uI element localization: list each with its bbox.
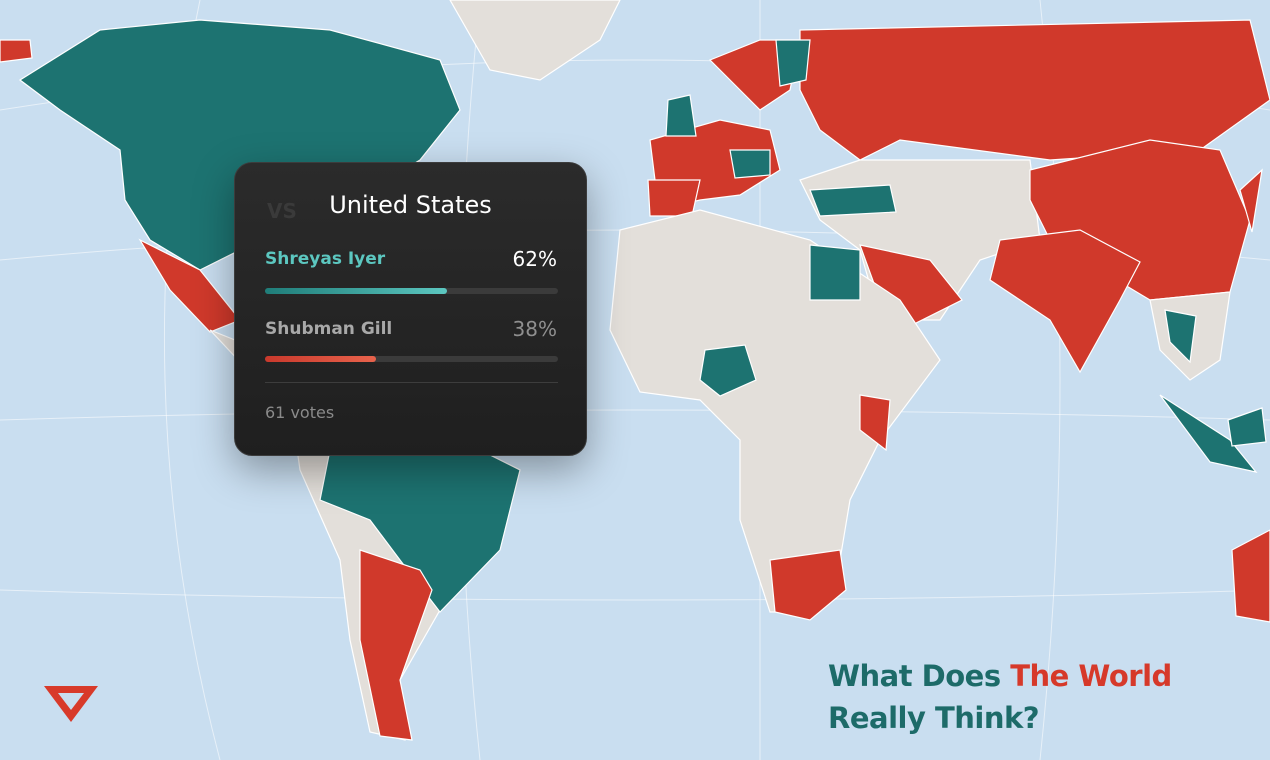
logo bbox=[44, 686, 98, 722]
poll-popup[interactable]: VS United States Shreyas Iyer 62% Shubma… bbox=[234, 162, 587, 456]
option-percent: 38% bbox=[512, 317, 557, 341]
progress-bar bbox=[265, 356, 377, 362]
headline-text: Really Think? bbox=[828, 701, 1040, 735]
popup-title: United States bbox=[329, 191, 492, 219]
vote-count: 61 votes bbox=[265, 403, 335, 422]
divider bbox=[265, 382, 558, 383]
option-percent: 62% bbox=[512, 247, 557, 271]
headline-accent: The World bbox=[1010, 659, 1172, 693]
countries bbox=[0, 0, 1270, 741]
watermark: VS bbox=[267, 199, 297, 223]
headline-text: What Does bbox=[828, 659, 1001, 693]
option-name: Shubman Gill bbox=[265, 319, 393, 339]
headline: What Does The World Really Think? bbox=[828, 655, 1172, 739]
option-name: Shreyas Iyer bbox=[265, 249, 386, 269]
progress-track bbox=[265, 288, 558, 294]
progress-track bbox=[265, 356, 558, 362]
progress-bar bbox=[265, 288, 447, 294]
